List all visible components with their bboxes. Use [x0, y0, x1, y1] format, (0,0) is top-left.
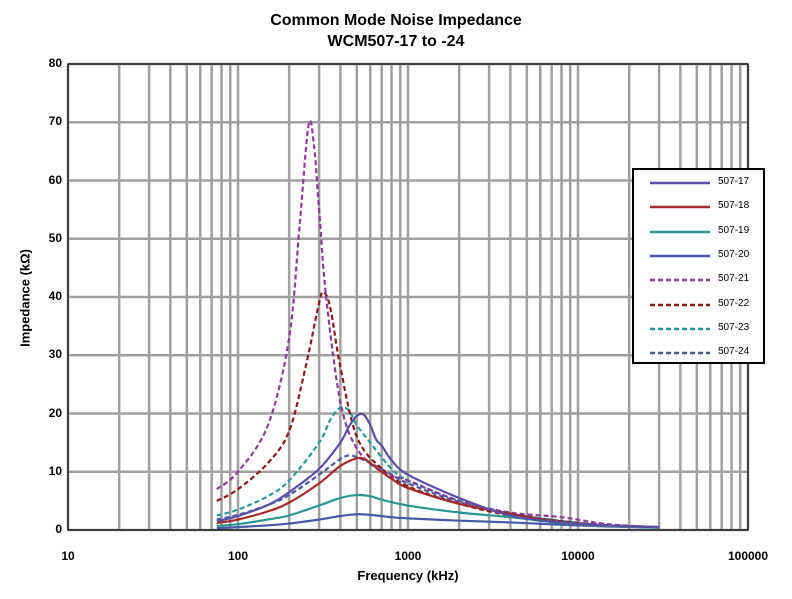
legend-label: 507-20 — [718, 248, 750, 260]
legend-swatch — [650, 254, 710, 258]
y-tick-label: 10 — [48, 463, 62, 478]
legend-label: 507-22 — [718, 297, 750, 309]
legend-item: 507-23 — [648, 322, 760, 336]
legend: 507-17 507-18 507-19 507-20 507-21 507-22 507-… — [632, 168, 765, 364]
series-line-507-20 — [216, 513, 660, 530]
legend-label: 507-24 — [718, 346, 750, 358]
legend-label: 507-23 — [718, 321, 750, 333]
x-tick-label: 10000 — [561, 549, 595, 563]
x-tick-label: 10 — [61, 549, 75, 563]
legend-swatch — [650, 303, 710, 306]
legend-item: 507-17 — [648, 176, 760, 190]
x-tick-label: 1000 — [394, 549, 422, 563]
series-line-507-18 — [216, 456, 660, 529]
y-tick-label: 20 — [48, 405, 62, 420]
legend-item: 507-24 — [648, 346, 760, 360]
series-line-507-17 — [216, 412, 660, 529]
x-tick-label: 100 — [227, 549, 249, 563]
legend-item: 507-21 — [648, 273, 760, 287]
legend-label: 507-19 — [718, 224, 750, 236]
x-tick-label: 100000 — [727, 549, 769, 563]
x-axis-label: Frequency (kHz) — [357, 568, 459, 583]
series-lines — [216, 119, 660, 530]
y-tick-label: 60 — [48, 172, 62, 187]
legend-item: 507-22 — [648, 298, 760, 312]
chart-subtitle: WCM507-17 to -24 — [327, 33, 465, 50]
y-tick-label: 0 — [55, 522, 62, 536]
y-tick-label: 80 — [48, 56, 62, 70]
legend-item: 507-20 — [648, 249, 760, 263]
y-tick-label: 70 — [48, 114, 62, 129]
y-tick-label: 30 — [48, 347, 62, 362]
legend-swatch — [650, 278, 710, 282]
y-tick-label: 40 — [48, 289, 62, 303]
legend-label: 507-21 — [718, 273, 750, 285]
legend-swatch — [650, 230, 710, 233]
y-axis-label: Impedance (kΩ) — [17, 249, 33, 347]
legend-label: 507-18 — [718, 200, 750, 212]
legend-swatch — [650, 181, 710, 185]
legend-swatch — [650, 327, 710, 331]
chart-title: Common Mode Noise Impedance — [270, 12, 522, 29]
legend-item: 507-19 — [648, 225, 760, 239]
legend-item: 507-18 — [648, 200, 760, 214]
legend-label: 507-17 — [718, 176, 750, 187]
legend-swatch — [650, 206, 710, 209]
y-tick-label: 50 — [48, 230, 62, 245]
legend-swatch — [650, 351, 710, 355]
series-line-507-21 — [216, 119, 660, 529]
